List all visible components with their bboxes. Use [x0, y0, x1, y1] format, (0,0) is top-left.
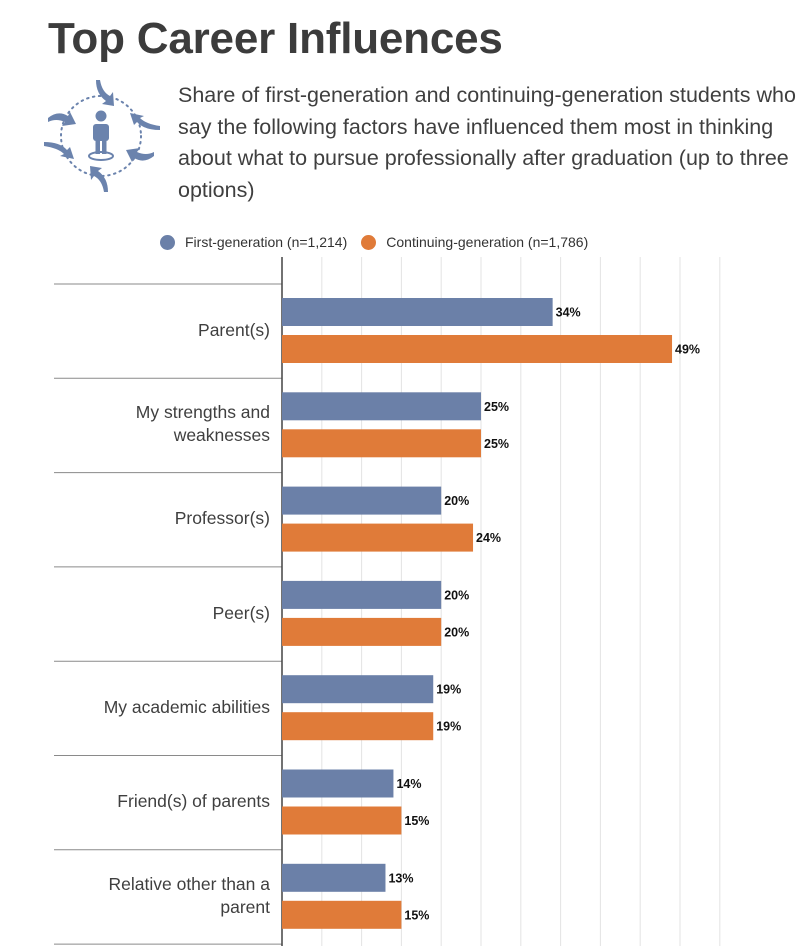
bar-continuing-generation: [282, 523, 474, 552]
category-label-line: Parent(s): [198, 319, 270, 340]
legend-label-continuing-generation: Continuing-generation (n=1,786): [386, 234, 589, 250]
data-label: 20%: [444, 588, 469, 602]
category-label-line: My strengths and: [135, 402, 270, 423]
bar-continuing-generation: [282, 900, 402, 929]
bar-first-generation: [282, 486, 442, 515]
data-label: 15%: [404, 814, 429, 828]
bar-first-generation: [282, 392, 481, 421]
chart-legend: First-generation (n=1,214) Continuing-ge…: [160, 231, 602, 253]
person-circle-arrows-icon: [44, 80, 160, 192]
category-label-line: My academic abilities: [103, 696, 270, 717]
category-label: Relative other than a parent: [50, 873, 271, 919]
category-label-line: Friend(s) of parents: [117, 791, 270, 812]
bar-continuing-generation: [282, 335, 673, 363]
chart-title: Top Career Influences: [48, 14, 503, 63]
bar-continuing-generation: [282, 617, 442, 646]
category-label-line: weaknesses: [173, 425, 270, 446]
category-label: Friend(s) of parents: [50, 790, 270, 813]
data-label: 25%: [484, 437, 509, 451]
bar-first-generation: [282, 863, 386, 892]
data-label: 25%: [484, 400, 509, 414]
legend-swatch-first-generation: [160, 234, 175, 250]
bar-first-generation: [282, 298, 553, 326]
category-label-line: parent: [220, 896, 270, 917]
bar-continuing-generation: [282, 806, 402, 835]
legend-label-first-generation: First-generation (n=1,214): [185, 234, 348, 250]
legend-item-continuing-generation: Continuing-generation (n=1,786): [361, 234, 588, 250]
chart-subtitle: Share of first-generation and continuing…: [178, 83, 796, 202]
data-label: 20%: [444, 494, 469, 508]
data-label: 15%: [404, 908, 429, 922]
bar-first-generation: [282, 769, 394, 798]
data-label: 13%: [388, 871, 413, 885]
category-label: Parent(s): [50, 319, 270, 342]
bar-first-generation: [282, 675, 434, 704]
data-label: 34%: [556, 306, 581, 320]
legend-item-first-generation: First-generation (n=1,214): [160, 234, 347, 250]
category-label-line: Relative other than a: [108, 873, 271, 894]
category-label-line: Peer(s): [212, 602, 270, 623]
category-label: Professor(s): [50, 507, 270, 530]
category-label: My academic abilities: [50, 696, 270, 719]
category-label: My strengths and weaknesses: [50, 401, 270, 447]
legend-swatch-continuing-generation: [361, 234, 377, 250]
data-label: 19%: [436, 683, 461, 697]
category-label: Peer(s): [50, 602, 270, 625]
data-label: 49%: [675, 343, 700, 357]
bar-continuing-generation: [282, 712, 434, 741]
data-label: 20%: [444, 625, 469, 639]
category-label-line: Professor(s): [174, 508, 270, 529]
bar-first-generation: [282, 580, 442, 609]
data-label: 14%: [396, 777, 421, 791]
data-label: 24%: [476, 531, 501, 545]
bar-continuing-generation: [282, 429, 481, 458]
data-label: 19%: [436, 720, 461, 734]
